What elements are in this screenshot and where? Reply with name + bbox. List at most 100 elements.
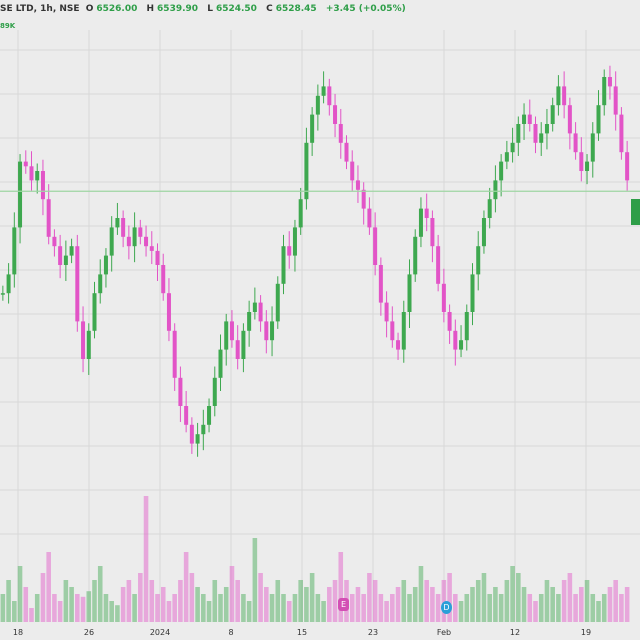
volume-bar xyxy=(57,601,63,622)
close-value: 6528.45 xyxy=(275,4,317,14)
x-tick-label: 26 xyxy=(84,628,94,637)
candle-body xyxy=(453,330,458,350)
volume-bar xyxy=(29,608,34,622)
candle-body xyxy=(367,208,372,228)
candle-body xyxy=(396,340,401,350)
volume-bar xyxy=(172,594,177,622)
volume-bar xyxy=(493,587,498,622)
volume-bar xyxy=(34,594,40,622)
candle-body xyxy=(52,236,57,247)
candle-body xyxy=(310,114,315,143)
candle-body xyxy=(69,246,74,256)
candle-body xyxy=(504,152,509,162)
candle-body xyxy=(144,236,149,247)
volume-bar xyxy=(206,601,212,622)
candle-body xyxy=(103,255,108,275)
candle-body xyxy=(207,406,212,425)
volume-bar xyxy=(510,566,515,622)
volume-bar xyxy=(315,594,321,622)
x-tick-label: 12 xyxy=(510,628,520,637)
volume-bar xyxy=(298,580,303,622)
volume-bar xyxy=(579,587,584,622)
volume-bar xyxy=(155,594,160,622)
volume-bar xyxy=(487,594,492,622)
candle-body xyxy=(464,312,469,341)
candle-body xyxy=(201,424,206,435)
volume-bar xyxy=(596,601,601,622)
last-price-tag xyxy=(631,199,640,225)
candle-body xyxy=(567,105,572,134)
candle-body xyxy=(40,171,45,200)
candle-body xyxy=(281,246,286,284)
volume-bar xyxy=(269,594,275,622)
volume-bar xyxy=(447,573,452,622)
candle-body xyxy=(195,434,200,444)
candle-body xyxy=(522,114,527,124)
candle-body xyxy=(481,218,486,247)
x-tick-label: 15 xyxy=(297,628,307,637)
volume-bar xyxy=(212,580,218,622)
volume-bar xyxy=(390,594,395,622)
candle-body xyxy=(373,227,378,265)
candle-body xyxy=(212,377,217,406)
volume-bar xyxy=(264,587,269,622)
candle-body xyxy=(287,246,292,256)
candle-body xyxy=(510,142,515,153)
volume-bar xyxy=(458,601,464,622)
candle-body xyxy=(470,274,475,312)
candle-body xyxy=(63,255,68,265)
candle-body xyxy=(384,302,389,322)
volume-bar xyxy=(201,594,206,622)
candle-body xyxy=(613,86,618,115)
candle-body xyxy=(189,424,194,444)
volume-bar xyxy=(189,573,195,622)
volume-bar xyxy=(424,580,429,622)
volume-bar xyxy=(475,580,481,622)
candle-body xyxy=(149,246,154,251)
x-tick-label: 19 xyxy=(581,628,591,637)
low-value: 6524.50 xyxy=(215,4,257,14)
candle-body xyxy=(218,349,223,378)
volume-bar xyxy=(601,594,607,622)
x-tick-label: Feb xyxy=(437,628,451,637)
volume-bar xyxy=(538,594,544,622)
volume-bar xyxy=(332,580,338,622)
candle-body xyxy=(378,265,383,303)
volume-bar xyxy=(23,587,29,622)
volume-bar xyxy=(355,587,361,622)
volume-bar xyxy=(556,594,561,622)
volume-bar xyxy=(464,594,470,622)
ohlc-legend: SE LTD, 1h, NSE O 6526.00 H 6539.90 L 6524.… xyxy=(0,4,406,14)
volume-bar xyxy=(292,594,298,622)
volume-bar xyxy=(149,580,155,622)
volume-bar xyxy=(624,587,630,622)
candle-body xyxy=(252,302,257,312)
volume-bar xyxy=(75,594,80,622)
candle-body xyxy=(12,227,17,275)
candle-body xyxy=(556,86,561,106)
candle-body xyxy=(344,142,349,162)
volume-bar xyxy=(52,594,57,622)
candle-body xyxy=(121,218,126,237)
candle-body xyxy=(625,152,630,181)
volume-bar xyxy=(521,587,527,622)
candle-body xyxy=(18,161,23,228)
candle-body xyxy=(407,274,412,312)
earnings-event-icon[interactable]: E xyxy=(338,598,349,611)
candle-body xyxy=(527,114,532,124)
candle-body xyxy=(81,321,86,359)
candle-body xyxy=(476,246,481,275)
dividend-event-icon[interactable]: D xyxy=(441,601,452,614)
volume-bar xyxy=(166,601,172,622)
volume-bar xyxy=(132,594,137,622)
candle-body xyxy=(264,321,269,341)
candle-body xyxy=(596,105,601,134)
volume-bar xyxy=(63,580,69,622)
candle-body xyxy=(590,133,595,162)
volume-bar xyxy=(275,580,281,622)
volume-bar xyxy=(46,552,51,622)
candle-body xyxy=(544,124,549,134)
candle-body xyxy=(58,246,63,265)
candle-body xyxy=(6,274,11,294)
